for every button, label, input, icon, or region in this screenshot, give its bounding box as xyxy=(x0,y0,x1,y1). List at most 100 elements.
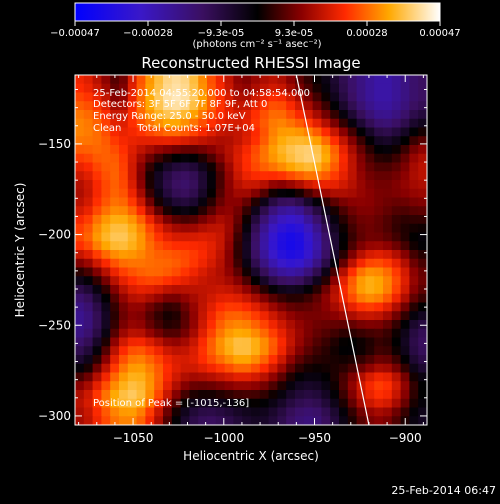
heatmap-cell xyxy=(400,136,410,146)
heatmap-cell xyxy=(321,302,331,312)
heatmap-cell xyxy=(251,206,261,216)
heatmap-cell xyxy=(207,241,217,251)
heatmap-cell xyxy=(295,293,305,304)
heatmap-cell xyxy=(356,197,366,207)
heatmap-cell xyxy=(365,337,375,347)
heatmap-cell xyxy=(321,267,331,277)
heatmap-cell xyxy=(347,276,358,286)
heatmap-cell xyxy=(418,180,427,190)
heatmap-cell xyxy=(286,363,296,374)
heatmap-cell xyxy=(356,75,366,85)
heatmap-cell xyxy=(259,188,270,199)
heatmap-cell xyxy=(347,293,358,304)
heatmap-cell xyxy=(145,136,155,146)
heatmap-cell xyxy=(295,206,305,216)
heatmap-cell xyxy=(347,381,358,391)
heatmap-cell xyxy=(145,153,155,164)
heatmap-cell xyxy=(268,337,278,347)
heatmap-cell xyxy=(119,127,129,137)
y-tick-label: −200 xyxy=(38,228,71,242)
heatmap-cell xyxy=(383,355,393,365)
heatmap-cell xyxy=(242,145,252,155)
heatmap-cell xyxy=(75,302,85,312)
heatmap-cell xyxy=(286,162,296,172)
heatmap-cell xyxy=(347,232,358,242)
heatmap-cell xyxy=(383,328,393,339)
heatmap-cell xyxy=(92,83,102,94)
heatmap-cell xyxy=(391,346,402,356)
heatmap-cell xyxy=(312,241,322,251)
heatmap-cell xyxy=(242,390,252,400)
heatmap-cell xyxy=(277,337,287,347)
heatmap-cell xyxy=(127,127,138,137)
heatmap-cell xyxy=(189,110,199,120)
heatmap-cell xyxy=(277,293,287,304)
heatmap-cell xyxy=(277,328,287,339)
heatmap-cell xyxy=(383,232,393,242)
heatmap-cell xyxy=(418,267,427,277)
heatmap-cell xyxy=(101,232,111,242)
heatmap-cell xyxy=(127,311,138,321)
heatmap-cell xyxy=(330,416,340,425)
heatmap-cell xyxy=(303,101,314,111)
heatmap-cell xyxy=(101,92,111,102)
heatmap-cell xyxy=(268,127,278,137)
heatmap-cell xyxy=(119,83,129,94)
heatmap-cell xyxy=(101,197,111,207)
heatmap-cell xyxy=(418,92,427,102)
heatmap-cell xyxy=(418,83,427,94)
heatmap-cell xyxy=(409,223,419,234)
heatmap-cell xyxy=(127,355,138,365)
heatmap-cell xyxy=(383,250,393,260)
heatmap-cell xyxy=(189,153,199,164)
heatmap-cell xyxy=(295,101,305,111)
heatmap-cell xyxy=(110,223,120,234)
heatmap-cell xyxy=(242,241,252,251)
heatmap-cell xyxy=(339,285,349,295)
heatmap-cell xyxy=(409,407,419,417)
heatmap-cell xyxy=(365,241,375,251)
heatmap-cell xyxy=(356,267,366,277)
heatmap-cell xyxy=(154,346,164,356)
heatmap-cell xyxy=(339,355,349,365)
heatmap-cell xyxy=(400,267,410,277)
heatmap-cell xyxy=(127,285,138,295)
heatmap-cell xyxy=(374,92,384,102)
heatmap-cell xyxy=(277,355,287,365)
heatmap-cell xyxy=(418,320,427,330)
heatmap-cell xyxy=(92,363,102,374)
heatmap-cell xyxy=(374,197,384,207)
heatmap-cell xyxy=(224,276,234,286)
heatmap-cell xyxy=(251,363,261,374)
heatmap-cell xyxy=(418,381,427,391)
heatmap-cell xyxy=(330,127,340,137)
heatmap-cell xyxy=(233,267,243,277)
heatmap-cell xyxy=(207,416,217,425)
heatmap-cell xyxy=(171,416,182,425)
heatmap-cell xyxy=(171,145,182,155)
heatmap-cell xyxy=(321,92,331,102)
heatmap-cell xyxy=(207,232,217,242)
heatmap-cell xyxy=(347,188,358,199)
x-axis-label: Heliocentric X (arcsec) xyxy=(183,449,319,463)
heatmap-cell xyxy=(383,136,393,146)
heatmap-cell xyxy=(198,355,208,365)
heatmap-cell xyxy=(75,363,85,374)
heatmap-cell xyxy=(83,258,94,269)
heatmap-cell xyxy=(259,92,270,102)
heatmap-cell xyxy=(224,118,234,129)
heatmap-cell xyxy=(233,162,243,172)
heatmap-cell xyxy=(198,162,208,172)
heatmap-cell xyxy=(92,92,102,102)
heatmap-cell xyxy=(154,180,164,190)
heatmap-cell xyxy=(198,188,208,199)
heatmap-cell xyxy=(136,416,146,425)
heatmap-cell xyxy=(295,188,305,199)
heatmap-cell xyxy=(83,75,94,85)
heatmap-cell xyxy=(391,118,402,129)
heatmap-cell xyxy=(163,407,173,417)
heatmap-cell xyxy=(251,75,261,85)
heatmap-cell xyxy=(127,276,138,286)
heatmap-cell xyxy=(295,215,305,225)
heatmap-cell xyxy=(268,136,278,146)
